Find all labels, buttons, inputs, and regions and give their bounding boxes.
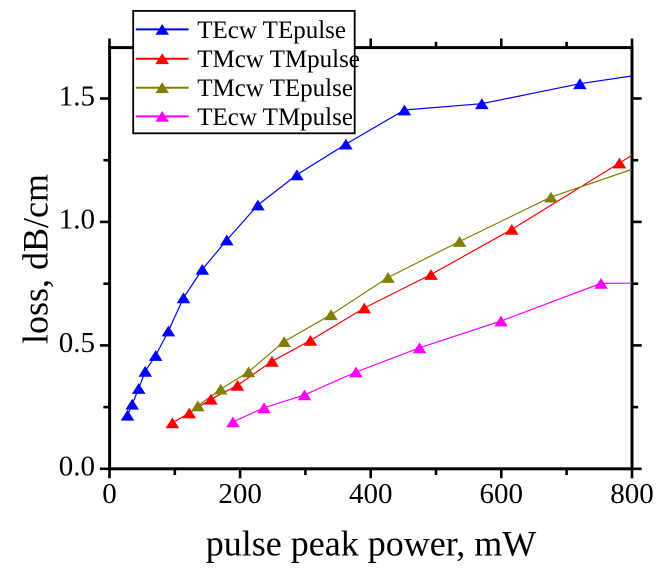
svg-text:1.0: 1.0: [59, 204, 95, 236]
svg-text:0: 0: [102, 478, 117, 510]
svg-text:TEcw TEpulse: TEcw TEpulse: [197, 17, 346, 44]
svg-text:800: 800: [610, 478, 654, 510]
svg-text:0.0: 0.0: [59, 451, 95, 483]
svg-text:TMcw TMpulse: TMcw TMpulse: [197, 46, 360, 73]
svg-text:200: 200: [218, 478, 262, 510]
svg-text:400: 400: [349, 478, 393, 510]
svg-text:600: 600: [480, 478, 524, 510]
svg-text:TMcw TEpulse: TMcw TEpulse: [197, 75, 353, 102]
svg-text:TEcw TMpulse: TEcw TMpulse: [197, 104, 353, 131]
svg-text:0.5: 0.5: [59, 327, 95, 359]
svg-text:loss, dB/cm: loss, dB/cm: [15, 174, 55, 344]
svg-text:pulse peak power, mW: pulse peak power, mW: [206, 524, 536, 564]
svg-text:1.5: 1.5: [59, 80, 95, 112]
